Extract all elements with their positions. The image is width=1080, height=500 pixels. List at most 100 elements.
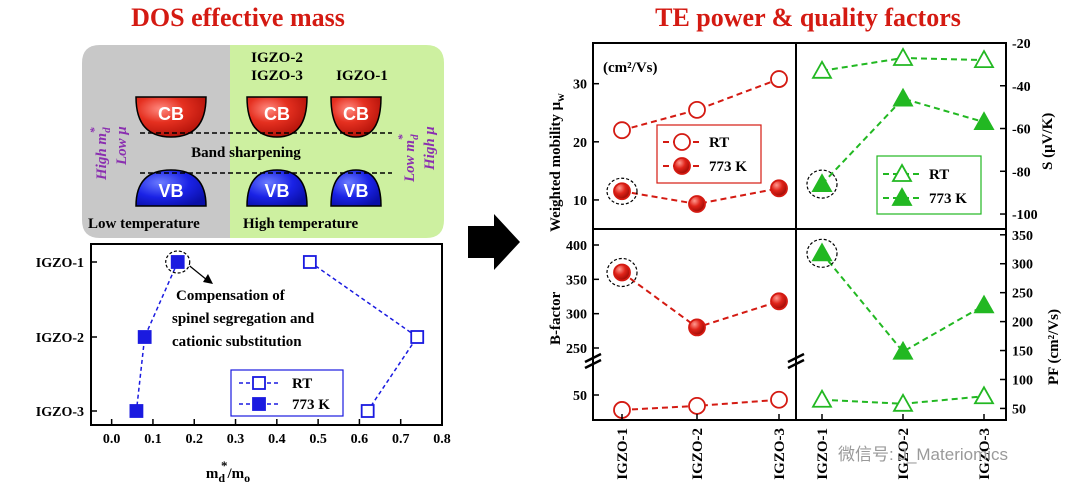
y-tick-label: 50 <box>1012 402 1026 417</box>
legend-marker <box>673 157 691 175</box>
data-point <box>688 396 706 415</box>
x-axis-label-part: /m <box>227 466 245 482</box>
legend-label: 773 K <box>929 191 967 207</box>
data-point <box>613 263 631 282</box>
y-tick-label: 300 <box>1012 258 1033 273</box>
data-point <box>973 49 995 69</box>
data-point <box>302 255 317 269</box>
series-line-bfactor <box>621 271 780 329</box>
te-factors-chart: 10 20 30 (cm²/Vs) RT 773 K Weighted mobility μ… <box>548 37 1062 480</box>
legend-marker <box>891 163 913 182</box>
cb-label: CB <box>264 104 290 124</box>
md-subscript: d <box>409 134 421 140</box>
data-point <box>688 195 706 213</box>
y-tick-label: 100 <box>1012 373 1033 388</box>
data-point <box>973 111 995 131</box>
vb-label: VB <box>264 181 289 201</box>
legend-label: 773 K <box>709 159 747 175</box>
highlight-circle <box>806 169 838 199</box>
data-point <box>688 100 706 119</box>
y-tick-label: -20 <box>1012 37 1031 52</box>
y-tick-label: 20 <box>573 136 587 151</box>
annotation-text: spinel segregation and <box>172 311 315 327</box>
data-point <box>170 255 185 269</box>
x-axis-label-part: d <box>218 471 225 485</box>
series-line-mobility <box>621 78 780 132</box>
data-point <box>892 87 914 107</box>
x-category-label: IGZO-2 <box>896 428 912 480</box>
data-point <box>613 121 631 140</box>
legend-marker <box>252 397 266 411</box>
y-tick-label: 400 <box>566 239 587 254</box>
highlight-circle <box>806 238 838 268</box>
annotation-text: cationic substitution <box>172 334 302 350</box>
y-axis-label-mobility: Weighted mobility μw <box>548 93 567 232</box>
vb-label: VB <box>158 181 183 201</box>
series-line-pf <box>821 252 985 353</box>
legend-label: RT <box>292 376 312 392</box>
y-tick-label: -40 <box>1012 80 1031 95</box>
y-tick-label: 300 <box>566 308 587 323</box>
igzo-1-label: IGZO-1 <box>336 68 388 84</box>
x-category-label: IGZO-3 <box>977 428 993 480</box>
axis-break-mark <box>787 352 805 370</box>
vb-shape-high-2 <box>330 169 382 207</box>
y-tick-label: 350 <box>566 273 587 288</box>
x-tick-label: 0.8 <box>433 432 451 447</box>
x-tick-label: 0.6 <box>351 432 369 447</box>
category-label: IGZO-1 <box>36 256 84 271</box>
series-line-mobility <box>621 187 780 206</box>
x-category-label: IGZO-2 <box>690 428 706 480</box>
watermark: 微信号: J_Materiomics <box>838 445 1008 464</box>
high-md-label-left: High md* <box>87 126 113 181</box>
data-point <box>770 292 788 311</box>
x-axis-label: md*/mo <box>206 458 250 485</box>
y-axis-label-part: w <box>553 93 567 102</box>
cb-shape-high-2 <box>330 96 382 138</box>
x-axis-label-part: * <box>221 458 228 473</box>
data-point <box>892 47 914 66</box>
highlight-circle <box>606 257 638 288</box>
data-point <box>129 404 144 418</box>
x-tick-label: 0.7 <box>392 432 410 447</box>
x-axis-label-part: m <box>206 466 219 482</box>
cb-label: CB <box>158 104 184 124</box>
effective-mass-chart: 0.0 0.1 0.2 0.3 0.4 0.5 0.6 0.7 0.8 IGZO-1 IGZO-2 I… <box>36 243 451 485</box>
high-temperature-label: High temperature <box>243 216 358 232</box>
low-md-label-right: Low md* <box>395 133 421 183</box>
annotation-text: Compensation of <box>176 288 286 304</box>
vb-shape-low <box>135 169 207 207</box>
low-md-text: Low m <box>402 140 418 183</box>
md-star: * <box>87 126 101 133</box>
y-tick-label: 200 <box>1012 316 1033 331</box>
data-point <box>892 340 914 360</box>
y-tick-label: -80 <box>1012 165 1031 180</box>
y-tick-label: 30 <box>573 78 587 93</box>
data-point <box>410 330 425 344</box>
igzo-3-label: IGZO-3 <box>251 68 303 84</box>
x-category-label: IGZO-3 <box>772 428 788 480</box>
x-tick-label: 0.5 <box>309 432 327 447</box>
data-point <box>770 179 788 198</box>
y-tick-label: 350 <box>1012 229 1033 244</box>
legend-label: RT <box>709 135 729 151</box>
legend-marker <box>891 187 913 206</box>
legend-label: 773 K <box>292 397 330 413</box>
cb-shape-high-1 <box>246 96 308 138</box>
x-category-label: IGZO-1 <box>815 428 831 480</box>
y-axis-label-seebeck: S (μV/K) <box>1040 113 1056 170</box>
y-tick-label: 250 <box>1012 287 1033 302</box>
series-line-rt <box>309 261 419 412</box>
highlight-circle <box>606 177 638 205</box>
x-category-label: IGZO-1 <box>615 428 631 480</box>
x-tick-label: 0.3 <box>227 432 245 447</box>
annotation-arrowhead <box>203 274 213 284</box>
y-axis-label-part: Weighted mobility μ <box>548 101 564 232</box>
svg-text:High md*: High md* <box>87 126 113 181</box>
md-star: * <box>395 133 409 140</box>
axis-break-mark <box>584 352 602 370</box>
vb-shape-high-1 <box>246 169 308 207</box>
md-subscript: d <box>101 127 113 133</box>
category-label: IGZO-2 <box>36 331 84 346</box>
data-point <box>811 388 833 408</box>
